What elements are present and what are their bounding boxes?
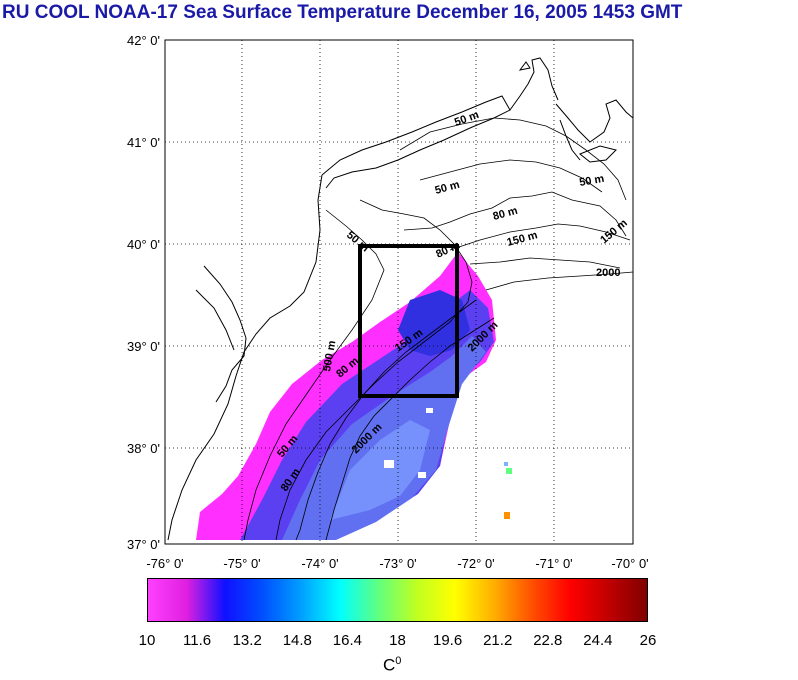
contour-label: 50 m xyxy=(578,173,605,189)
contour-label: 500 m xyxy=(321,340,338,373)
lat-label: 42° 0' xyxy=(127,33,160,48)
sst-imagery xyxy=(196,252,512,540)
lat-label: 39° 0' xyxy=(127,339,160,354)
colorbar-tick-label: 26 xyxy=(639,632,657,649)
lon-label: -74° 0' xyxy=(301,556,338,571)
colorbar xyxy=(147,578,648,622)
lat-label: 41° 0' xyxy=(127,135,160,150)
lon-label: -70° 0' xyxy=(611,556,648,571)
lon-label: -76° 0' xyxy=(146,556,183,571)
lat-label: 38° 0' xyxy=(127,441,160,456)
colorbar-tick-label: 10 xyxy=(138,632,156,649)
lat-label: 40° 0' xyxy=(127,237,160,252)
unit-superscript: 0 xyxy=(395,655,402,667)
lon-label: -75° 0' xyxy=(223,556,260,571)
lon-label: -71° 0' xyxy=(535,556,572,571)
map-title: RU COOL NOAA-17 Sea Surface Temperature … xyxy=(2,2,683,23)
longitude-axis: -76° 0' -75° 0' -74° 0' -73° 0' -72° 0' … xyxy=(146,556,648,571)
study-area-box xyxy=(358,244,459,398)
grid xyxy=(165,40,633,544)
unit-label: C xyxy=(383,655,396,675)
coastline xyxy=(167,57,633,541)
bathymetry-contours xyxy=(243,117,633,541)
colorbar-tick-label: 11.6 xyxy=(183,632,212,649)
colorbar-tick-label: 22.8 xyxy=(533,632,563,649)
colorbar-tick-label: 16.4 xyxy=(332,632,362,649)
colorbar-tick-label: 24.4 xyxy=(583,632,613,649)
latitude-axis: 42° 0' 41° 0' 40° 0' 39° 0' 38° 0' 37° 0… xyxy=(127,33,160,552)
colorbar-tick-label: 18 xyxy=(389,632,406,649)
colorbar-unit: C0 xyxy=(383,655,401,676)
contour-label: 2000 xyxy=(596,267,620,279)
colorbar-tick-label: 19.6 xyxy=(432,632,463,649)
lon-label: -73° 0' xyxy=(379,556,416,571)
colorbar-tick-label: 21.2 xyxy=(483,632,513,649)
lon-label: -72° 0' xyxy=(457,556,494,571)
colorbar-tick-label: 13.2 xyxy=(232,632,262,649)
lat-label: 37° 0' xyxy=(127,537,160,552)
colorbar-tick-label: 14.8 xyxy=(282,632,312,649)
